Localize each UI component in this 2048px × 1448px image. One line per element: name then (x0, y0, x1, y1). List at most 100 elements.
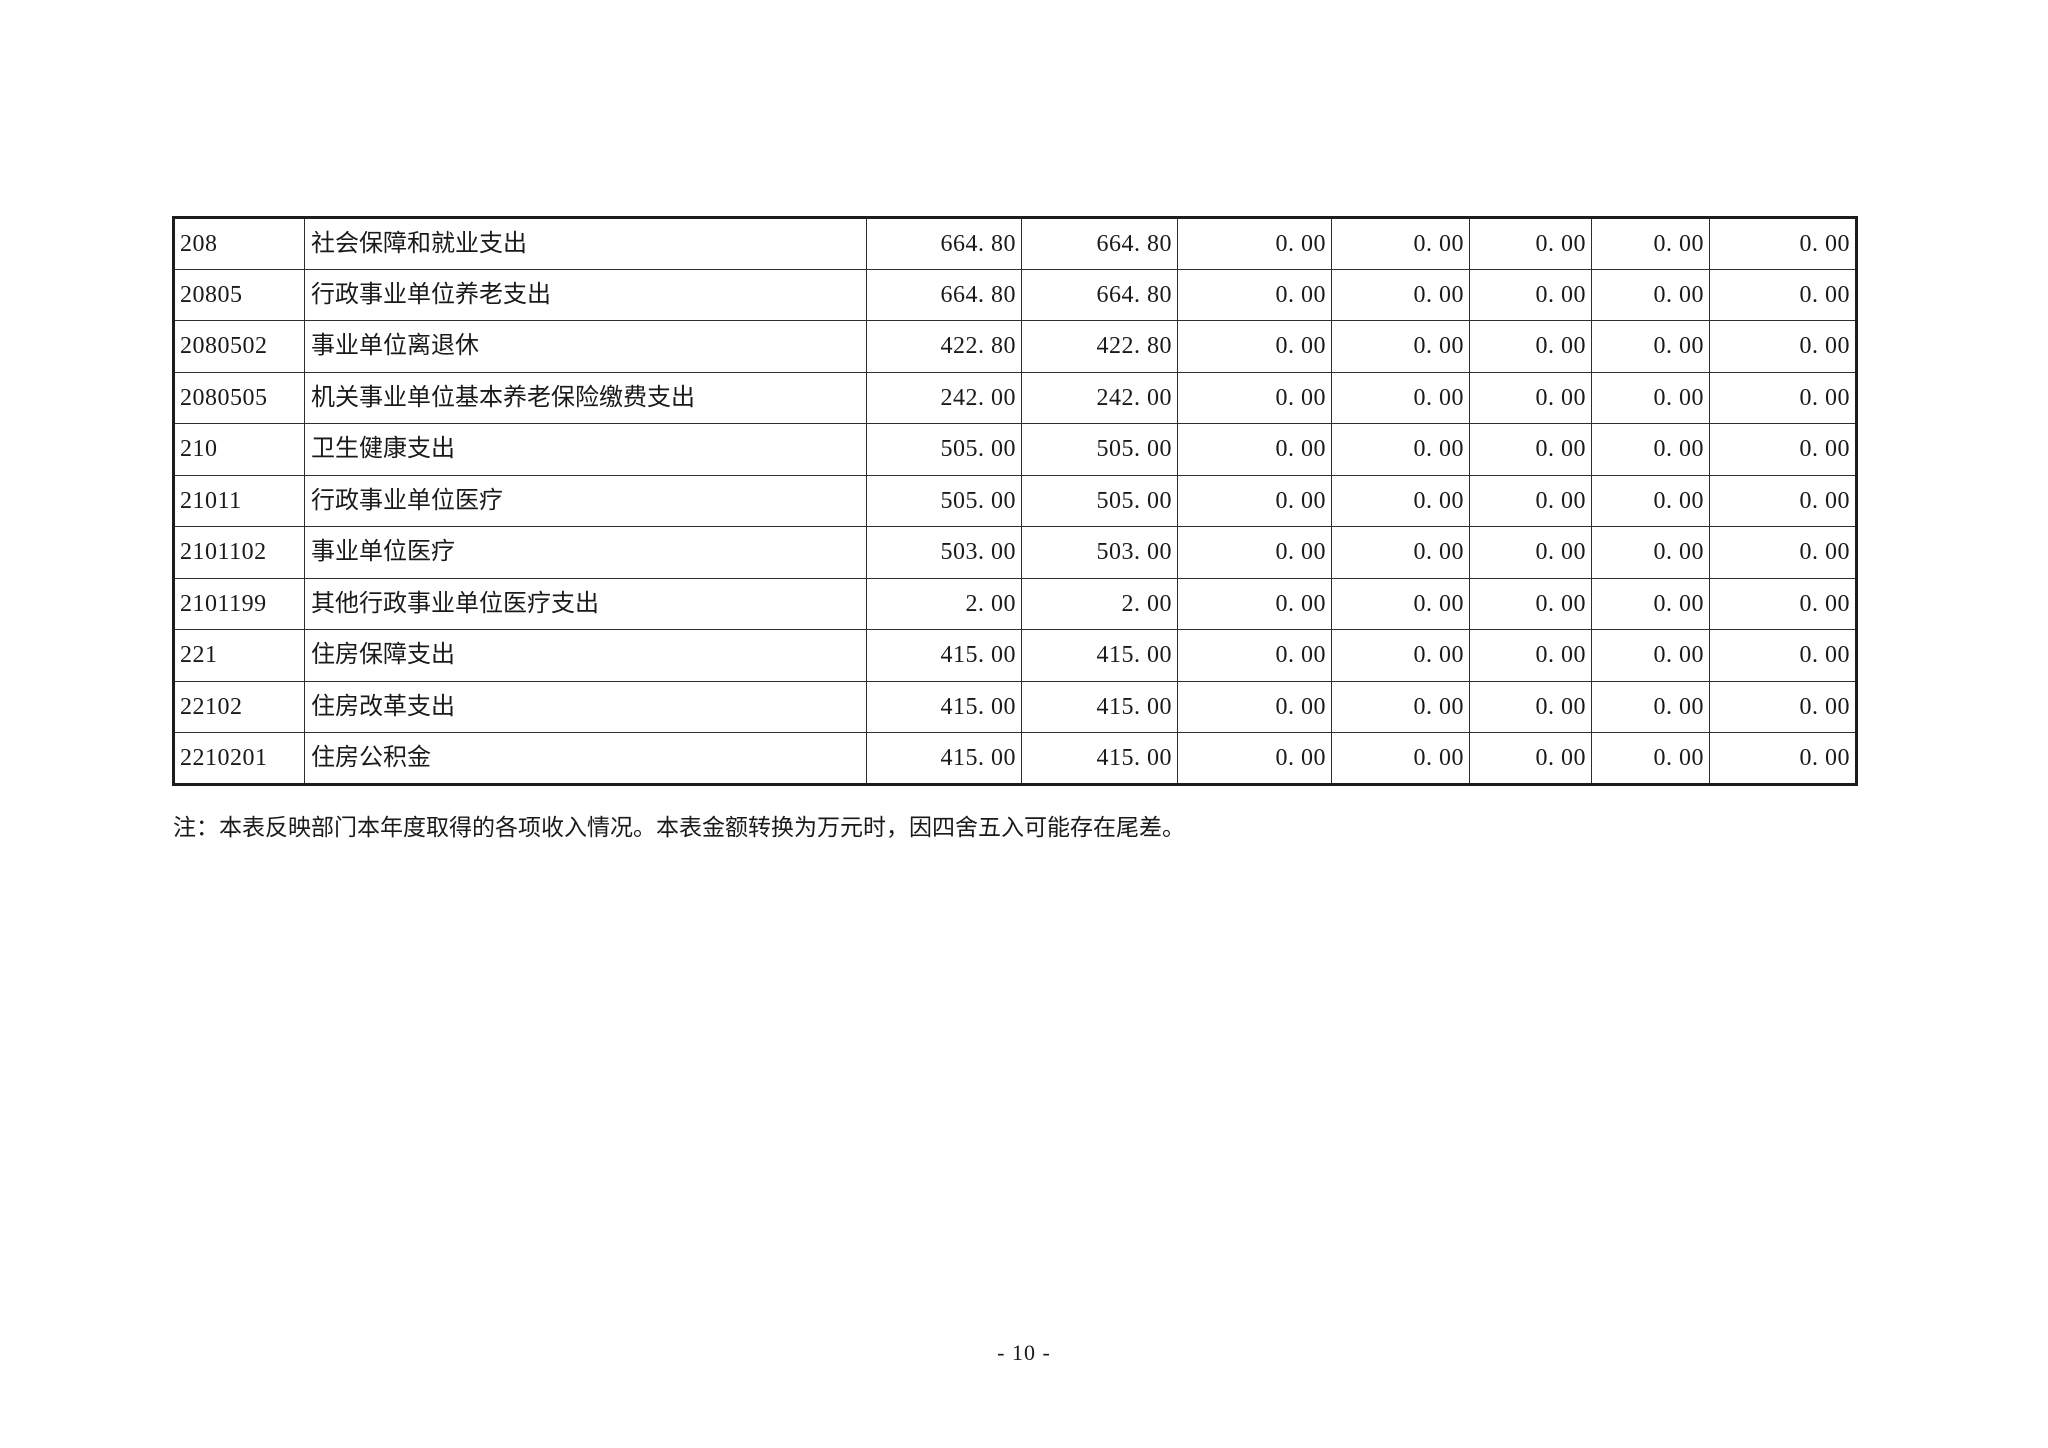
amount-cell: 0. 00 (1331, 474, 1470, 527)
amount-cell: 0. 00 (1591, 371, 1710, 424)
amount-cell: 242. 00 (866, 371, 1022, 424)
amount-cell: 0. 00 (1709, 629, 1857, 682)
amount-cell: 242. 00 (1021, 371, 1178, 424)
amount-cell: 0. 00 (1177, 732, 1332, 785)
table-row: 22102 住房改革支出 415. 00 415. 00 0. 00 0. 00 0. 00… (173, 680, 1857, 733)
amount-cell: 0. 00 (1591, 474, 1710, 527)
amount-cell: 0. 00 (1177, 217, 1332, 270)
amount-cell: 0. 00 (1469, 577, 1592, 630)
subject-cell: 机关事业单位基本养老保险缴费支出 (304, 371, 867, 424)
amount-cell: 422. 80 (1021, 320, 1178, 373)
amount-cell: 415. 00 (1021, 680, 1178, 733)
amount-cell: 0. 00 (1331, 526, 1470, 579)
table-row: 2101102 事业单位医疗 503. 00 503. 00 0. 00 0. 00 0. … (173, 526, 1857, 579)
subject-cell: 事业单位医疗 (304, 526, 867, 579)
amount-cell: 0. 00 (1331, 629, 1470, 682)
amount-cell: 0. 00 (1331, 732, 1470, 785)
amount-cell: 0. 00 (1331, 217, 1470, 270)
amount-cell: 0. 00 (1177, 423, 1332, 476)
amount-cell: 0. 00 (1331, 423, 1470, 476)
amount-cell: 664. 80 (866, 268, 1022, 321)
amount-cell: 0. 00 (1469, 732, 1592, 785)
subject-cell: 社会保障和就业支出 (304, 217, 867, 270)
subject-cell: 住房改革支出 (304, 680, 867, 733)
budget-table-body: 208 社会保障和就业支出 664. 80 664. 80 0. 00 0. 00 0. 0… (173, 217, 1857, 785)
amount-cell: 422. 80 (866, 320, 1022, 373)
table-row: 221 住房保障支出 415. 00 415. 00 0. 00 0. 00 0. 00 0.… (173, 629, 1857, 682)
page-number: - 10 - (997, 1340, 1051, 1365)
amount-cell: 0. 00 (1591, 423, 1710, 476)
code-cell: 210 (173, 423, 305, 476)
amount-cell: 415. 00 (866, 680, 1022, 733)
amount-cell: 664. 80 (1021, 268, 1178, 321)
code-cell: 2080502 (173, 320, 305, 373)
subject-cell: 行政事业单位医疗 (304, 474, 867, 527)
amount-cell: 0. 00 (1709, 268, 1857, 321)
code-cell: 2080505 (173, 371, 305, 424)
amount-cell: 0. 00 (1469, 268, 1592, 321)
table-footnote: 注：本表反映部门本年度取得的各项收入情况。本表金额转换为万元时，因四舍五入可能存… (173, 815, 1185, 840)
code-cell: 21011 (173, 474, 305, 527)
amount-cell: 505. 00 (866, 474, 1022, 527)
subject-cell: 住房保障支出 (304, 629, 867, 682)
amount-cell: 0. 00 (1177, 629, 1332, 682)
amount-cell: 0. 00 (1591, 268, 1710, 321)
amount-cell: 0. 00 (1469, 217, 1592, 270)
amount-cell: 0. 00 (1591, 526, 1710, 579)
subject-cell: 卫生健康支出 (304, 423, 867, 476)
amount-cell: 0. 00 (1177, 371, 1332, 424)
amount-cell: 2. 00 (866, 577, 1022, 630)
amount-cell: 664. 80 (866, 217, 1022, 270)
amount-cell: 0. 00 (1709, 577, 1857, 630)
amount-cell: 0. 00 (1177, 577, 1332, 630)
code-cell: 2101199 (173, 577, 305, 630)
amount-cell: 0. 00 (1591, 320, 1710, 373)
budget-table: 208 社会保障和就业支出 664. 80 664. 80 0. 00 0. 00 0. 0… (172, 216, 1858, 786)
amount-cell: 0. 00 (1331, 268, 1470, 321)
code-cell: 208 (173, 217, 305, 270)
amount-cell: 0. 00 (1331, 320, 1470, 373)
amount-cell: 0. 00 (1709, 474, 1857, 527)
amount-cell: 0. 00 (1469, 371, 1592, 424)
table-row: 208 社会保障和就业支出 664. 80 664. 80 0. 00 0. 00 0. 0… (173, 217, 1857, 270)
amount-cell: 0. 00 (1469, 629, 1592, 682)
amount-cell: 0. 00 (1591, 577, 1710, 630)
table-row: 2210201 住房公积金 415. 00 415. 00 0. 00 0. 00 0. 0… (173, 732, 1857, 785)
amount-cell: 503. 00 (866, 526, 1022, 579)
table-row: 210 卫生健康支出 505. 00 505. 00 0. 00 0. 00 0. 00 0.… (173, 423, 1857, 476)
table-row: 20805 行政事业单位养老支出 664. 80 664. 80 0. 00 0. 00 0… (173, 268, 1857, 321)
amount-cell: 0. 00 (1709, 526, 1857, 579)
amount-cell: 505. 00 (866, 423, 1022, 476)
table-row: 21011 行政事业单位医疗 505. 00 505. 00 0. 00 0. 00 0. … (173, 474, 1857, 527)
code-cell: 221 (173, 629, 305, 682)
amount-cell: 0. 00 (1709, 732, 1857, 785)
subject-cell: 行政事业单位养老支出 (304, 268, 867, 321)
amount-cell: 0. 00 (1709, 217, 1857, 270)
amount-cell: 0. 00 (1177, 268, 1332, 321)
amount-cell: 0. 00 (1177, 526, 1332, 579)
amount-cell: 0. 00 (1469, 526, 1592, 579)
amount-cell: 0. 00 (1709, 423, 1857, 476)
table-row: 2101199 其他行政事业单位医疗支出 2. 00 2. 00 0. 00 0. 00 0… (173, 577, 1857, 630)
code-cell: 2101102 (173, 526, 305, 579)
amount-cell: 505. 00 (1021, 474, 1178, 527)
amount-cell: 0. 00 (1709, 680, 1857, 733)
amount-cell: 503. 00 (1021, 526, 1178, 579)
amount-cell: 0. 00 (1331, 577, 1470, 630)
amount-cell: 664. 80 (1021, 217, 1178, 270)
amount-cell: 0. 00 (1177, 680, 1332, 733)
amount-cell: 415. 00 (1021, 732, 1178, 785)
table-row: 2080505 机关事业单位基本养老保险缴费支出 242. 00 242. 00 0. … (173, 371, 1857, 424)
subject-cell: 住房公积金 (304, 732, 867, 785)
table-row: 2080502 事业单位离退休 422. 80 422. 80 0. 00 0. 00 0.… (173, 320, 1857, 373)
subject-cell: 其他行政事业单位医疗支出 (304, 577, 867, 630)
amount-cell: 415. 00 (866, 732, 1022, 785)
amount-cell: 0. 00 (1469, 423, 1592, 476)
code-cell: 22102 (173, 680, 305, 733)
amount-cell: 0. 00 (1469, 320, 1592, 373)
amount-cell: 0. 00 (1469, 680, 1592, 733)
amount-cell: 0. 00 (1177, 320, 1332, 373)
amount-cell: 0. 00 (1591, 217, 1710, 270)
amount-cell: 2. 00 (1021, 577, 1178, 630)
